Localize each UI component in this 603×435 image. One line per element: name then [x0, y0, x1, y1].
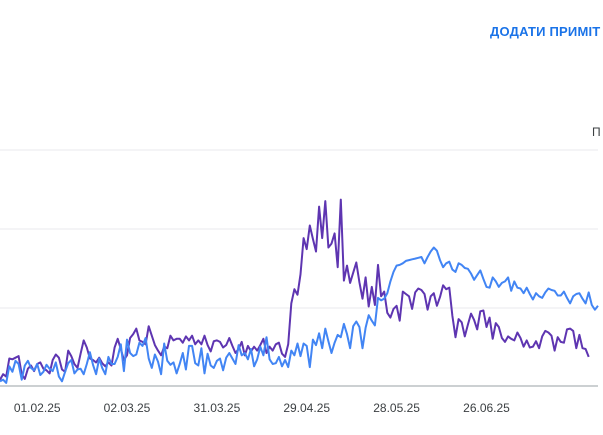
- x-tick-label: 28.05.25: [373, 401, 420, 415]
- series-layer: [0, 198, 599, 384]
- edge-label: П: [592, 125, 601, 139]
- series-line-1: [0, 246, 599, 384]
- tick-layer: 01.02.25 02.03.25 31.03.25 29.04.25 28.05.25…: [14, 401, 510, 415]
- grid-layer: [0, 149, 598, 387]
- x-tick-label: 01.02.25: [14, 401, 61, 415]
- x-tick-label: 29.04.25: [283, 401, 330, 415]
- add-note-button[interactable]: ДОДАТИ ПРИМІТ: [490, 24, 601, 39]
- x-tick-label: 31.03.25: [194, 401, 241, 415]
- x-tick-label: 02.03.25: [104, 401, 151, 415]
- x-tick-label: 26.06.25: [463, 401, 510, 415]
